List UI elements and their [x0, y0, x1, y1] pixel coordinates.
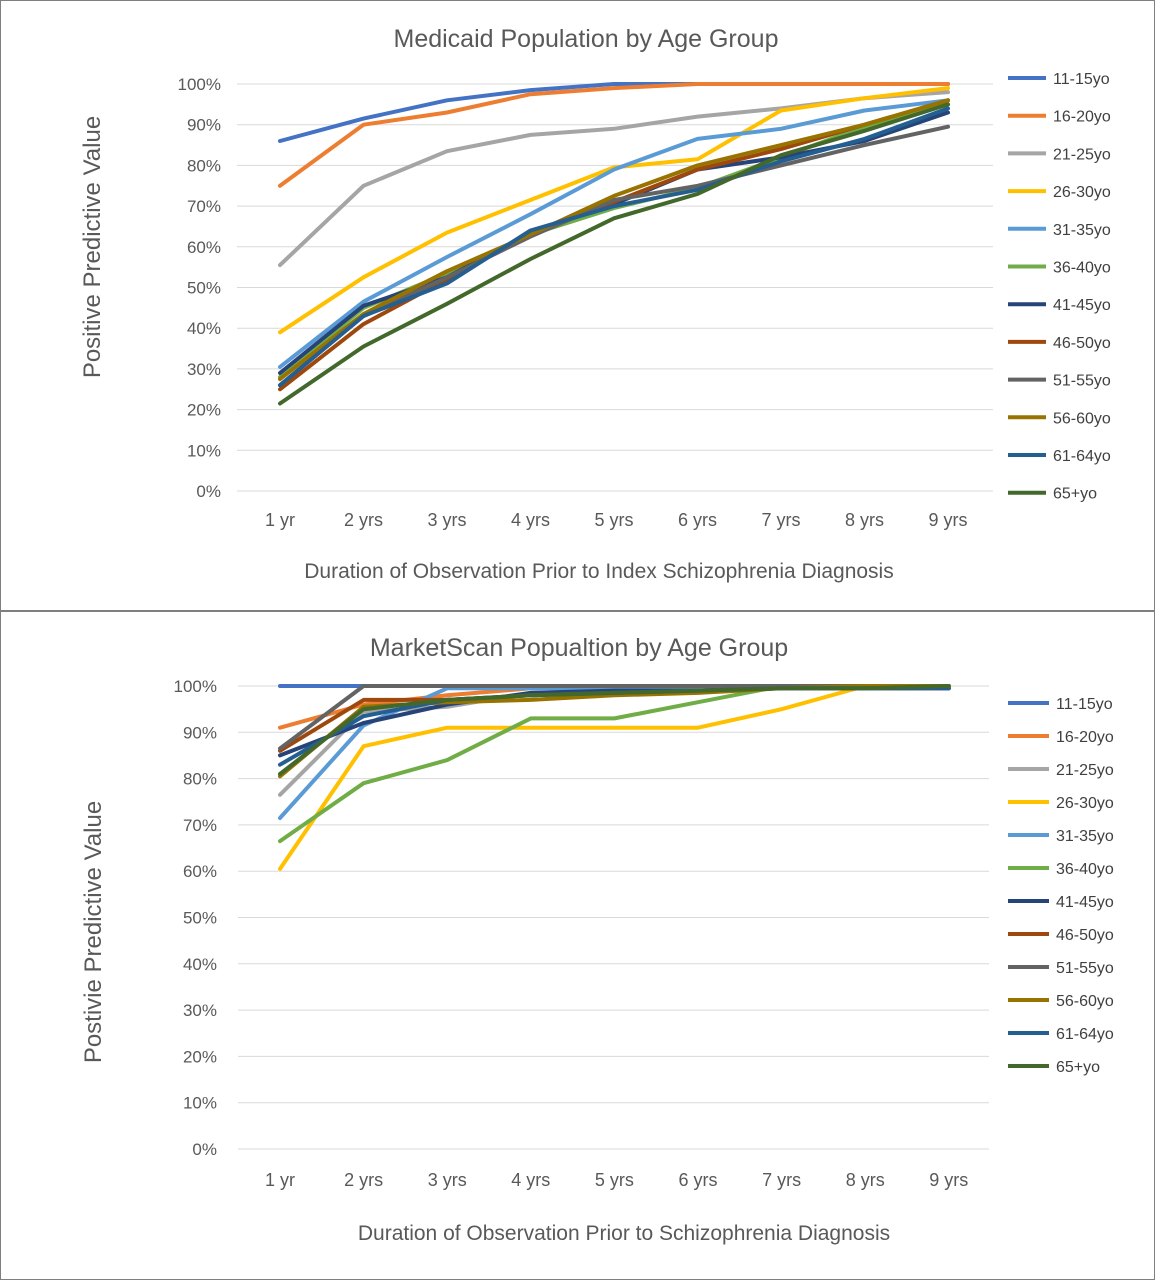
legend-label: 11-15yo — [1056, 696, 1113, 713]
legend-label: 56-60yo — [1056, 993, 1114, 1010]
legend-label: 21-25yo — [1053, 146, 1111, 163]
legend-label: 46-50yo — [1056, 927, 1114, 944]
legend-label: 65+yo — [1056, 1059, 1100, 1076]
x-tick-label: 5 yrs — [594, 510, 633, 530]
legend-label: 31-35yo — [1053, 222, 1111, 239]
medicaid-chart: Medicaid Population by Age Group Positiv… — [79, 25, 1111, 583]
y-tick-label: 40% — [187, 319, 221, 338]
x-tick-label: 8 yrs — [846, 1170, 885, 1190]
x-tick-label: 3 yrs — [428, 1170, 467, 1190]
legend-label: 26-30yo — [1053, 184, 1111, 201]
y-tick-label: 80% — [183, 770, 217, 789]
series-line-26-30yo — [278, 684, 951, 871]
x-tick-label: 1 yr — [265, 510, 295, 530]
y-tick-label: 0% — [192, 1140, 217, 1159]
legend-label: 65+yo — [1053, 486, 1097, 503]
y-tick-label: 70% — [183, 816, 217, 835]
y-tick-label: 70% — [187, 197, 221, 216]
legend-label: 21-25yo — [1056, 762, 1114, 779]
legend-label: 11-15yo — [1053, 71, 1110, 88]
legend-label: 41-45yo — [1053, 297, 1111, 314]
legend-label: 46-50yo — [1053, 335, 1111, 352]
legend-label: 36-40yo — [1053, 260, 1111, 277]
legend-label: 61-64yo — [1053, 448, 1111, 465]
marketscan-chart: MarketScan Popualtion by Age Group Posti… — [80, 634, 1114, 1245]
y-tick-label: 60% — [187, 238, 221, 257]
x-axis-label: Duration of Observation Prior to Schizop… — [358, 1222, 890, 1245]
legend-label: 41-45yo — [1056, 894, 1114, 911]
x-tick-label: 2 yrs — [344, 510, 383, 530]
legend-label: 51-55yo — [1056, 960, 1114, 977]
y-tick-label: 50% — [187, 279, 221, 298]
series-line-65+yo — [278, 684, 951, 776]
x-tick-label: 4 yrs — [511, 510, 550, 530]
y-tick-label: 60% — [183, 862, 217, 881]
legend-label: 61-64yo — [1056, 1026, 1114, 1043]
x-tick-label: 1 yr — [265, 1170, 295, 1190]
y-tick-label: 90% — [183, 723, 217, 742]
x-tick-label: 2 yrs — [344, 1170, 383, 1190]
y-tick-label: 20% — [187, 401, 221, 420]
y-tick-label: 10% — [183, 1094, 217, 1113]
x-tick-label: 8 yrs — [845, 510, 884, 530]
x-tick-label: 6 yrs — [678, 1170, 717, 1190]
legend-label: 31-35yo — [1056, 828, 1114, 845]
y-tick-label: 0% — [196, 482, 221, 501]
x-tick-label: 3 yrs — [427, 510, 466, 530]
y-axis-label: Postivie Predictive Value — [80, 801, 107, 1063]
chart-title: Medicaid Population by Age Group — [394, 25, 779, 53]
chart-title: MarketScan Popualtion by Age Group — [370, 634, 788, 662]
y-tick-label: 40% — [183, 955, 217, 974]
x-tick-label: 9 yrs — [928, 510, 967, 530]
x-tick-label: 7 yrs — [761, 510, 800, 530]
x-tick-label: 7 yrs — [762, 1170, 801, 1190]
y-tick-label: 20% — [183, 1047, 217, 1066]
legend-label: 16-20yo — [1056, 729, 1114, 746]
x-tick-label: 5 yrs — [595, 1170, 634, 1190]
y-tick-label: 100% — [178, 75, 221, 94]
legend-label: 51-55yo — [1053, 373, 1111, 390]
y-tick-label: 90% — [187, 116, 221, 135]
legend-label: 26-30yo — [1056, 795, 1114, 812]
y-tick-label: 50% — [183, 909, 217, 928]
medicaid-chart-panel: Medicaid Population by Age Group Positiv… — [0, 0, 1155, 611]
y-tick-label: 30% — [187, 360, 221, 379]
y-axis-label: Positive Predictive Value — [79, 116, 106, 378]
series-line-16-20yo — [278, 82, 950, 188]
x-tick-label: 4 yrs — [511, 1170, 550, 1190]
legend-label: 16-20yo — [1053, 109, 1111, 126]
y-tick-label: 10% — [187, 441, 221, 460]
legend-label: 56-60yo — [1053, 410, 1111, 427]
y-tick-label: 30% — [183, 1001, 217, 1020]
series-line-21-25yo — [278, 90, 950, 268]
y-tick-label: 100% — [174, 677, 217, 696]
x-tick-label: 9 yrs — [929, 1170, 968, 1190]
series-line-65+yo — [278, 102, 950, 406]
series-line-31-35yo — [278, 98, 950, 369]
marketscan-chart-panel: MarketScan Popualtion by Age Group Posti… — [0, 611, 1155, 1280]
x-axis-label: Duration of Observation Prior to Index S… — [304, 560, 893, 583]
x-tick-label: 6 yrs — [678, 510, 717, 530]
legend-label: 36-40yo — [1056, 861, 1114, 878]
series-line-61-64yo — [278, 106, 950, 388]
series-line-56-60yo — [278, 98, 950, 382]
series-line-41-45yo — [278, 110, 950, 375]
y-tick-label: 80% — [187, 156, 221, 175]
